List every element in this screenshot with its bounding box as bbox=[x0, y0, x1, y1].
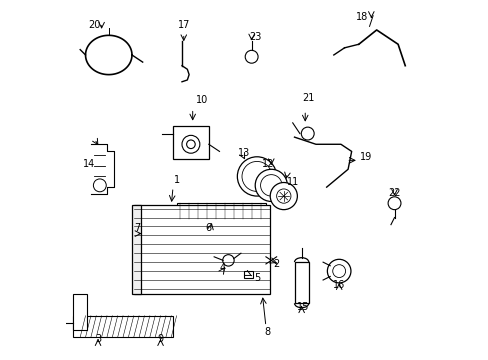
Bar bbox=[73, 294, 87, 330]
Text: 22: 22 bbox=[387, 188, 400, 198]
Text: 20: 20 bbox=[88, 19, 101, 30]
Bar bbox=[173, 126, 208, 158]
Text: 16: 16 bbox=[332, 280, 345, 291]
Text: 3: 3 bbox=[95, 334, 101, 344]
Text: 14: 14 bbox=[83, 159, 95, 169]
Text: 23: 23 bbox=[248, 32, 261, 42]
Text: 13: 13 bbox=[238, 148, 250, 158]
Bar bbox=[73, 316, 173, 337]
Text: 18: 18 bbox=[356, 13, 368, 22]
Text: 11: 11 bbox=[286, 177, 298, 187]
Circle shape bbox=[237, 157, 276, 196]
Text: 7: 7 bbox=[134, 223, 140, 233]
Text: 9: 9 bbox=[157, 334, 163, 344]
Bar bbox=[134, 205, 269, 294]
Text: 4: 4 bbox=[220, 262, 225, 273]
Circle shape bbox=[276, 189, 290, 203]
Circle shape bbox=[255, 169, 287, 202]
Text: 5: 5 bbox=[253, 273, 260, 283]
Circle shape bbox=[332, 265, 345, 278]
Circle shape bbox=[326, 259, 350, 283]
Bar bbox=[132, 205, 141, 294]
Circle shape bbox=[182, 135, 200, 153]
Circle shape bbox=[260, 175, 282, 196]
Circle shape bbox=[301, 127, 313, 140]
Circle shape bbox=[222, 255, 234, 266]
Text: 2: 2 bbox=[273, 259, 279, 269]
Text: 21: 21 bbox=[302, 93, 314, 103]
Text: 8: 8 bbox=[264, 327, 270, 337]
Bar bbox=[244, 271, 253, 278]
Text: 12: 12 bbox=[262, 159, 274, 169]
Circle shape bbox=[244, 50, 258, 63]
Text: 1: 1 bbox=[173, 175, 179, 185]
Text: 17: 17 bbox=[177, 19, 189, 30]
Text: 15: 15 bbox=[297, 302, 309, 312]
Text: 10: 10 bbox=[195, 95, 207, 105]
Text: 19: 19 bbox=[359, 152, 371, 162]
Circle shape bbox=[93, 179, 106, 192]
Text: 6: 6 bbox=[205, 223, 211, 233]
Bar bbox=[176, 203, 265, 219]
Circle shape bbox=[186, 140, 195, 149]
Circle shape bbox=[270, 183, 297, 210]
Bar bbox=[294, 262, 308, 303]
Circle shape bbox=[242, 161, 271, 192]
Circle shape bbox=[387, 197, 400, 210]
